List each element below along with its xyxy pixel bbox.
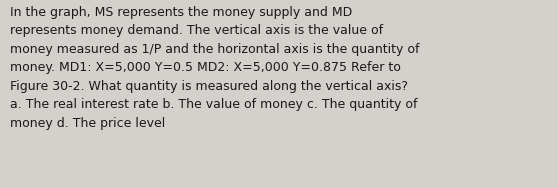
Text: In the graph, MS represents the money supply and MD
represents money demand. The: In the graph, MS represents the money su… [10, 6, 420, 130]
